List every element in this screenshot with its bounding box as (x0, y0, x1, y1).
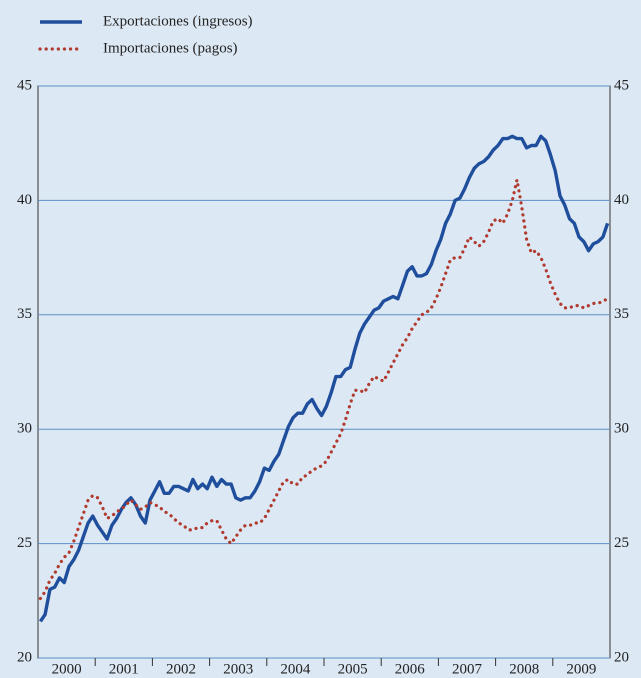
plot-area (37, 85, 611, 659)
y2-tick-label: 30 (614, 421, 629, 437)
y-tick-label: 30 (17, 421, 32, 437)
y-tick-label: 40 (17, 192, 32, 208)
y-tick-label: 45 (17, 77, 32, 93)
x-tick-label: 2007 (452, 661, 483, 677)
x-tick-label: 2001 (109, 661, 139, 677)
x-tick-label: 2003 (223, 661, 253, 677)
x-tick-label: 2008 (509, 661, 539, 677)
y2-tick-label: 25 (614, 535, 629, 551)
y-tick-label: 25 (17, 535, 32, 551)
legend-label: Exportaciones (ingresos) (103, 13, 253, 29)
y2-tick-label: 35 (614, 306, 629, 322)
x-tick-label: 2002 (166, 661, 196, 677)
x-tick-label: 2004 (280, 661, 311, 677)
legend-label: Importaciones (pagos) (103, 40, 238, 56)
y2-tick-label: 45 (614, 77, 629, 93)
x-tick-label: 2000 (52, 661, 82, 677)
x-tick-label: 2006 (395, 661, 426, 677)
y-tick-label: 20 (17, 649, 32, 665)
y2-tick-label: 20 (614, 649, 629, 665)
series-line (38, 178, 610, 601)
y2-tick-label: 40 (614, 192, 629, 208)
x-tick-label: 2005 (338, 661, 368, 677)
series-line (38, 134, 610, 623)
x-tick-label: 2009 (566, 661, 596, 677)
y-tick-label: 35 (17, 306, 32, 322)
